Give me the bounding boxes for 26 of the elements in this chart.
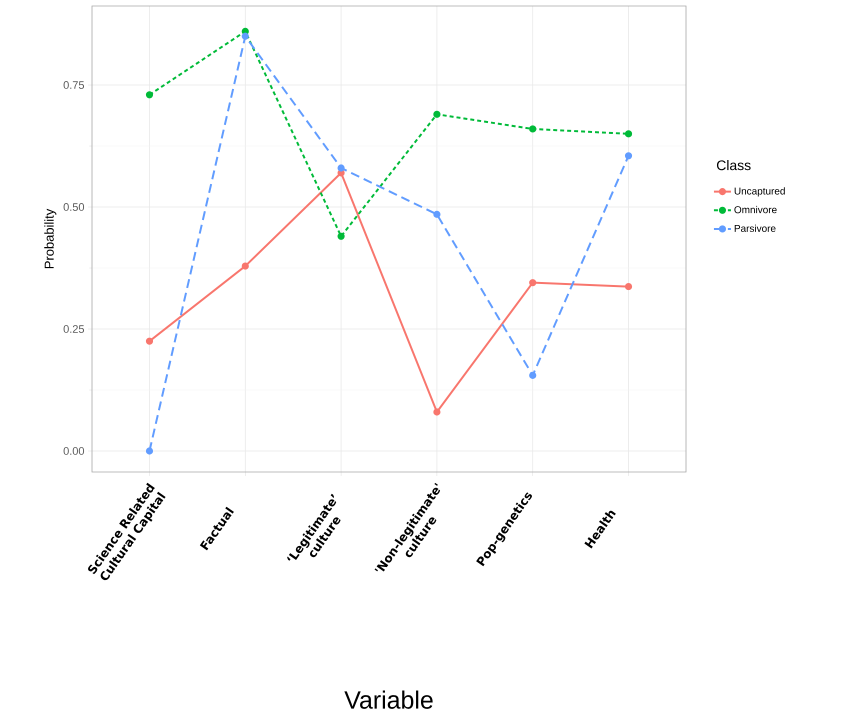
point <box>146 91 154 98</box>
y-tick-label: 0.50 <box>64 203 84 211</box>
point <box>433 110 440 118</box>
point <box>146 447 154 455</box>
point <box>433 210 440 218</box>
point <box>338 232 345 240</box>
point <box>433 408 440 416</box>
point <box>242 32 249 40</box>
point <box>529 372 536 379</box>
point <box>242 262 249 270</box>
legend-label: Uncaptured <box>734 187 785 196</box>
legend-title: Class <box>716 160 751 170</box>
point <box>624 282 632 290</box>
x-axis-title: Variable <box>344 690 433 709</box>
legend-label: Omnivore <box>734 206 777 214</box>
y-tick-label: 0.25 <box>64 325 84 333</box>
point <box>146 338 154 345</box>
legend-label: Parsivore <box>734 224 776 232</box>
point <box>624 152 632 160</box>
point <box>338 164 345 172</box>
point <box>529 125 536 132</box>
y-axis-title: Probability <box>44 208 56 268</box>
y-tick-label: 0.00 <box>64 447 84 455</box>
y-tick-label: 0.75 <box>64 81 84 89</box>
point <box>529 279 536 286</box>
point <box>624 130 632 138</box>
